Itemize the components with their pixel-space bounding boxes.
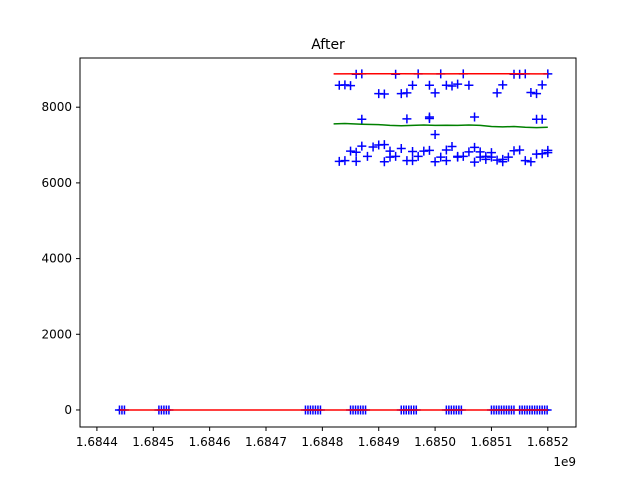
series-0-point-57 — [424, 145, 434, 155]
series-0-point-10 — [408, 80, 418, 90]
y-tick-label: 6000 — [41, 176, 72, 190]
series-0-point-12 — [424, 80, 434, 90]
series-0-point-50 — [391, 151, 401, 161]
series-0-point-54 — [408, 156, 418, 166]
series-0-point-29 — [357, 114, 367, 124]
series-0-point-55 — [413, 151, 423, 161]
y-tick-label: 4000 — [41, 252, 72, 266]
axes: 1.6844 1.6845 1.6846 1.6847 1.6848 1.6849 1.68… — [41, 57, 577, 449]
x-tick-label: 1.6852 — [527, 435, 569, 449]
x-tick-label: 1.6848 — [301, 435, 343, 449]
series-0-point-56 — [419, 146, 429, 156]
series-0-point-17 — [453, 79, 463, 89]
series-0-point-30 — [402, 114, 412, 124]
series-0-point-6 — [379, 89, 389, 99]
series-0-point-75 — [492, 155, 502, 165]
series-0-point-36 — [430, 129, 440, 139]
series-0-point-72 — [481, 151, 491, 161]
series-0-point-59 — [436, 152, 446, 162]
x-tick-label: 1.6850 — [414, 435, 456, 449]
y-tick-label: 8000 — [41, 100, 72, 114]
series-0-point-82 — [526, 157, 536, 167]
series-0-point-78 — [503, 152, 513, 162]
series-0-point-27 — [537, 80, 547, 90]
series-0-point-33 — [470, 112, 480, 122]
series-0-point-19 — [464, 80, 474, 90]
series-0-point-67 — [470, 157, 480, 167]
series-0-point-80 — [515, 145, 525, 155]
series-0-point-64 — [453, 152, 463, 162]
series-0-point-42 — [357, 141, 367, 151]
series-0-point-66 — [464, 147, 474, 157]
series-0-point-74 — [486, 152, 496, 162]
series-0-point-41 — [351, 147, 361, 157]
series-0-point-44 — [368, 142, 378, 152]
series-0-point-53 — [408, 146, 418, 156]
plot-area — [114, 69, 553, 415]
series-0-point-43 — [362, 151, 372, 161]
series-0-point-49 — [385, 152, 395, 162]
series-0-point-8 — [396, 89, 406, 99]
series-0-point-13 — [430, 88, 440, 98]
series-0-point-58 — [430, 157, 440, 167]
series-0-point-15 — [441, 80, 451, 90]
x-tick-label: 1.6844 — [76, 435, 118, 449]
series-0-point-32 — [424, 114, 434, 124]
series-0-point-81 — [520, 156, 530, 166]
series-0-point-62 — [447, 142, 457, 152]
series-0-point-51 — [396, 143, 406, 153]
series-0-point-46 — [379, 157, 389, 167]
x-offset-label: 1e9 — [553, 455, 576, 469]
series-0-point-16 — [447, 81, 457, 91]
series-0-point-25 — [526, 87, 536, 97]
series-0-point-2 — [346, 81, 356, 91]
series-0-point-38 — [340, 156, 350, 166]
series-2-line — [333, 122, 548, 129]
series-0-point-26 — [532, 89, 542, 99]
series-0-point-39 — [346, 146, 356, 156]
x-tick-label: 1.6847 — [245, 435, 287, 449]
series-0-point-37 — [334, 156, 344, 166]
series-0-point-9 — [402, 88, 412, 98]
series-0-point-84 — [537, 149, 547, 159]
x-tick-label: 1.6846 — [189, 435, 231, 449]
series-0-point-61 — [441, 156, 451, 166]
series-0-point-1 — [340, 80, 350, 90]
series-0-point-77 — [498, 157, 508, 167]
chart-title: After — [311, 37, 345, 53]
series-0-point-79 — [509, 146, 519, 156]
series-0-point-60 — [441, 145, 451, 155]
series-0-point-68 — [470, 142, 480, 152]
series-0-point-20 — [492, 88, 502, 98]
y-tick-label: 2000 — [41, 327, 72, 341]
series-0-point-65 — [458, 151, 468, 161]
series-0-point-70 — [475, 152, 485, 162]
x-tick-label: 1.6849 — [358, 435, 400, 449]
x-tick-label: 1.6851 — [470, 435, 512, 449]
y-tick-label: 0 — [64, 403, 72, 417]
series-0-point-35 — [537, 114, 547, 124]
series-0-point-21 — [498, 80, 508, 90]
series-0-point-40 — [351, 156, 361, 166]
series-0-point-47 — [379, 140, 389, 150]
plot-frame — [79, 57, 577, 428]
x-tick-label: 1.6845 — [132, 435, 174, 449]
series-0-point-86 — [543, 145, 553, 155]
